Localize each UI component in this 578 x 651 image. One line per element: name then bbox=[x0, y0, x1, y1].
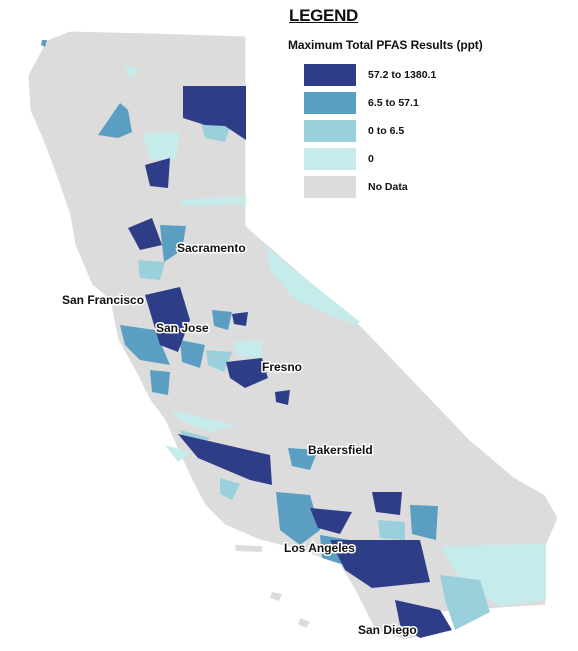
legend-items: 57.2 to 1380.1 6.5 to 57.1 0 to 6.5 0 No… bbox=[288, 62, 578, 199]
legend-label: 0 bbox=[368, 152, 374, 165]
map-legend: LEGEND Maximum Total PFAS Results (ppt) … bbox=[288, 6, 578, 202]
legend-label: 6.5 to 57.1 bbox=[368, 96, 419, 109]
legend-swatch bbox=[304, 175, 356, 198]
legend-swatch bbox=[304, 147, 356, 170]
legend-label: 57.2 to 1380.1 bbox=[368, 68, 437, 81]
city-label-sacramento: Sacramento bbox=[177, 241, 246, 255]
legend-title: LEGEND bbox=[289, 6, 359, 25]
city-label-bakersfield: Bakersfield bbox=[308, 443, 373, 457]
city-label-fresno: Fresno bbox=[262, 360, 302, 374]
legend-swatch bbox=[304, 119, 356, 142]
city-label-los-angeles: Los Angeles bbox=[284, 541, 355, 555]
legend-item: 0 to 6.5 bbox=[304, 118, 578, 143]
legend-label: No Data bbox=[368, 180, 408, 193]
city-label-san-francisco: San Francisco bbox=[62, 293, 144, 307]
legend-item: 57.2 to 1380.1 bbox=[304, 62, 578, 87]
legend-item: 6.5 to 57.1 bbox=[304, 90, 578, 115]
legend-item: No Data bbox=[304, 174, 578, 199]
regions-zero bbox=[125, 65, 546, 606]
legend-item: 0 bbox=[304, 146, 578, 171]
legend-subtitle: Maximum Total PFAS Results (ppt) bbox=[288, 38, 483, 52]
legend-swatch bbox=[304, 91, 356, 114]
regions-high bbox=[128, 86, 452, 638]
city-label-san-diego: San Diego bbox=[358, 623, 417, 637]
city-label-san-jose: San Jose bbox=[156, 321, 209, 335]
legend-label: 0 to 6.5 bbox=[368, 124, 405, 137]
legend-swatch bbox=[304, 63, 356, 86]
